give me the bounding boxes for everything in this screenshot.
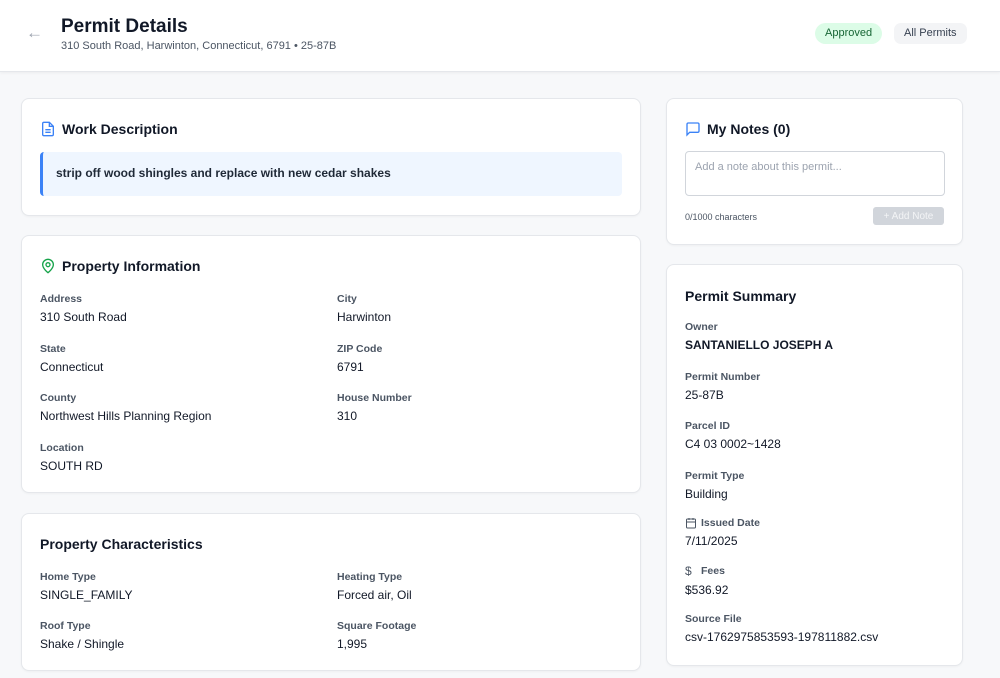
card-title: Property Characteristics (40, 536, 203, 552)
map-pin-icon (41, 258, 55, 274)
message-icon (686, 122, 700, 137)
page-title: Permit Details (61, 16, 188, 37)
permit-summary-card: Permit Summary Owner SANTANIELLO JOSEPH A… (666, 264, 963, 666)
card-title: Work Description (62, 121, 178, 137)
document-icon (42, 121, 54, 137)
field-square-footage: Square Footage 1,995 (337, 620, 417, 651)
field-county: County Northwest Hills Planning Region (40, 392, 212, 423)
field-zip: ZIP Code 6791 (337, 343, 383, 374)
field-house-number: House Number 310 (337, 392, 412, 423)
dollar-icon: $ (685, 564, 692, 578)
field-city: City Harwinton (337, 293, 392, 324)
card-title: My Notes (0) (707, 121, 791, 137)
field-source-file: Source File csv-1762975853593-197811882.c… (685, 613, 879, 644)
field-home-type: Home Type SINGLE_FAMILY (40, 571, 133, 602)
work-description-card: Work Description strip off wood shingles… (21, 98, 641, 216)
back-arrow-icon[interactable]: ← (26, 23, 43, 42)
property-information-card: Property Information Address 310 South Ro… (21, 235, 641, 493)
card-title: Permit Summary (685, 288, 797, 304)
character-count: 0/1000 characters (685, 212, 758, 222)
page-header: ← Permit Details 310 South Road, Harwint… (0, 0, 1000, 72)
property-characteristics-card: Property Characteristics Home Type SINGLE… (21, 513, 641, 671)
field-address: Address 310 South Road (40, 293, 127, 324)
field-location: Location SOUTH RD (40, 442, 103, 473)
field-parcel-id: Parcel ID C4 03 0002~1428 (685, 420, 781, 451)
card-title: Property Information (62, 258, 201, 274)
field-roof-type: Roof Type Shake / Shingle (40, 620, 125, 651)
field-issued-date: Issued Date 7/11/2025 (685, 517, 760, 548)
field-permit-number: Permit Number 25-87B (685, 371, 761, 402)
status-badge: Approved (815, 23, 883, 44)
field-heating-type: Heating Type Forced air, Oil (337, 571, 412, 602)
all-permits-button[interactable]: All Permits (894, 23, 967, 44)
field-state: State Connecticut (40, 343, 104, 374)
calendar-icon (686, 518, 696, 529)
note-input[interactable] (685, 151, 945, 196)
notes-card: My Notes (0) 0/1000 characters + Add Not… (666, 98, 963, 245)
field-owner: Owner SANTANIELLO JOSEPH A (685, 321, 834, 352)
add-note-button[interactable]: + Add Note (873, 207, 944, 225)
field-permit-type: Permit Type Building (685, 470, 745, 501)
field-fees: $ Fees $536.92 (685, 564, 729, 597)
work-description-text: strip off wood shingles and replace with… (40, 152, 622, 196)
page-subtitle: 310 South Road, Harwinton, Connecticut, … (61, 40, 337, 52)
